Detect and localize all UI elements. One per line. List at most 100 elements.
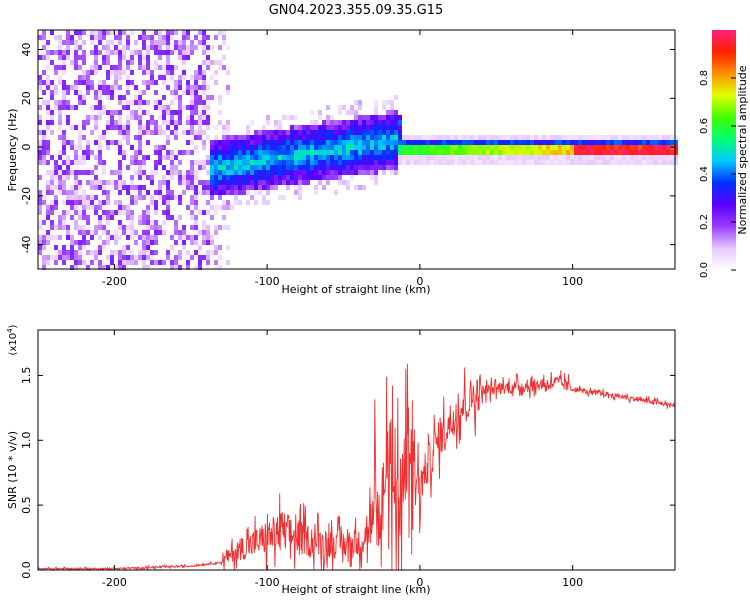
spectrogram-cell xyxy=(94,155,98,160)
spectrogram-cell xyxy=(382,135,386,140)
spectrogram-cell xyxy=(114,235,118,240)
spectrogram-cell xyxy=(46,120,50,125)
spectrogram-cell xyxy=(574,155,578,160)
spectrogram-cell xyxy=(114,140,118,145)
spectrogram-cell xyxy=(70,140,74,145)
spectrogram-cell xyxy=(314,130,318,135)
spectrogram-cell xyxy=(42,140,46,145)
spectrogram-cell xyxy=(382,130,386,135)
spectrogram-cell xyxy=(74,30,78,35)
spectrogram-cell xyxy=(190,165,194,170)
spectrogram-cell xyxy=(390,145,394,150)
spectrogram-cell xyxy=(78,35,82,40)
spectrogram-cell xyxy=(214,165,218,170)
spectrogram-cell xyxy=(394,140,398,145)
spectrogram-cell xyxy=(542,140,546,145)
spectrogram-cell xyxy=(146,70,150,75)
spectrogram-cell xyxy=(202,185,206,190)
spectrogram-cell xyxy=(274,165,278,170)
spectrogram-cell xyxy=(362,165,366,170)
spectrogram-cell xyxy=(458,140,462,145)
spectrogram-cell xyxy=(570,140,574,145)
spectrogram-cell xyxy=(190,85,194,90)
spectrogram-cell xyxy=(178,55,182,60)
spectrogram-cell xyxy=(102,110,106,115)
spectrogram-cell xyxy=(426,150,430,155)
spectrogram-cell xyxy=(282,140,286,145)
spectrogram-cell xyxy=(634,135,638,140)
spectrogram-cell xyxy=(94,70,98,75)
spectrogram-cell xyxy=(450,160,454,165)
spectrogram-cell xyxy=(142,70,146,75)
spectrogram-cell xyxy=(370,170,374,175)
spectrogram-cell xyxy=(114,65,118,70)
spectrogram-cell xyxy=(74,170,78,175)
spectrogram-cell xyxy=(146,120,150,125)
spectrogram-cell xyxy=(50,110,54,115)
spectrogram-cell xyxy=(394,120,398,125)
spectrogram-cell xyxy=(170,245,174,250)
spectrogram-cell xyxy=(266,160,270,165)
spectrogram-cell xyxy=(362,115,366,120)
spectrogram-cell xyxy=(290,170,294,175)
spectrogram-cell xyxy=(370,145,374,150)
spectrogram-cell xyxy=(654,160,658,165)
spectrogram-cell xyxy=(218,265,222,270)
spectrogram-cell xyxy=(154,260,158,265)
spectrogram-cell xyxy=(366,145,370,150)
spectrogram-cell xyxy=(574,160,578,165)
spectrogram-cell xyxy=(342,180,346,185)
spectrogram-cell xyxy=(118,125,122,130)
x-tick-label: 0 xyxy=(416,576,423,589)
spectrogram-cell xyxy=(630,155,634,160)
spectrogram-cell xyxy=(298,160,302,165)
spectrogram-cell xyxy=(202,80,206,85)
spectrogram-cell xyxy=(178,170,182,175)
spectrogram-cell xyxy=(262,185,266,190)
spectrogram-cell xyxy=(394,115,398,120)
spectrogram-cell xyxy=(82,150,86,155)
spectrogram-cell xyxy=(590,140,594,145)
spectrogram-cell xyxy=(222,55,226,60)
spectrogram-cell xyxy=(78,200,82,205)
spectrogram-cell xyxy=(274,120,278,125)
spectrogram-cell xyxy=(226,135,230,140)
spectrogram-cell xyxy=(258,180,262,185)
spectrogram-cell xyxy=(94,105,98,110)
spectrogram-cell xyxy=(146,80,150,85)
spectrogram-cell xyxy=(66,230,70,235)
spectrogram-cell xyxy=(226,140,230,145)
spectrogram-cell xyxy=(290,140,294,145)
spectrogram-cell xyxy=(194,110,198,115)
spectrogram-cell xyxy=(426,160,430,165)
spectrogram-cell xyxy=(158,195,162,200)
spectrogram-cell xyxy=(114,230,118,235)
spectrogram-cell xyxy=(238,170,242,175)
spectrogram-cell xyxy=(214,160,218,165)
spectrogram-cell xyxy=(98,185,102,190)
spectrogram-cell xyxy=(562,140,566,145)
spectrogram-cell xyxy=(90,200,94,205)
spectrogram-cell xyxy=(394,130,398,135)
spectrogram-cell xyxy=(50,50,54,55)
spectrogram-cell xyxy=(138,145,142,150)
spectrogram-cell xyxy=(658,160,662,165)
spectrogram-cell xyxy=(134,40,138,45)
spectrogram-cell xyxy=(194,105,198,110)
spectrogram-cell xyxy=(330,145,334,150)
spectrogram-cell xyxy=(210,250,214,255)
spectrogram-cell xyxy=(42,45,46,50)
spectrogram-cell xyxy=(410,150,414,155)
spectrogram-cell xyxy=(202,145,206,150)
spectrogram-cell xyxy=(182,30,186,35)
spectrogram-cell xyxy=(362,125,366,130)
spectrogram-cell xyxy=(50,30,54,35)
spectrogram-cell xyxy=(146,175,150,180)
spectrogram-cell xyxy=(266,150,270,155)
spectrogram-cell xyxy=(226,45,230,50)
spectrogram-cell xyxy=(82,190,86,195)
spectrogram-cell xyxy=(374,165,378,170)
spectrogram-cell xyxy=(214,140,218,145)
spectrogram-cell xyxy=(282,135,286,140)
spectrogram-cell xyxy=(326,165,330,170)
